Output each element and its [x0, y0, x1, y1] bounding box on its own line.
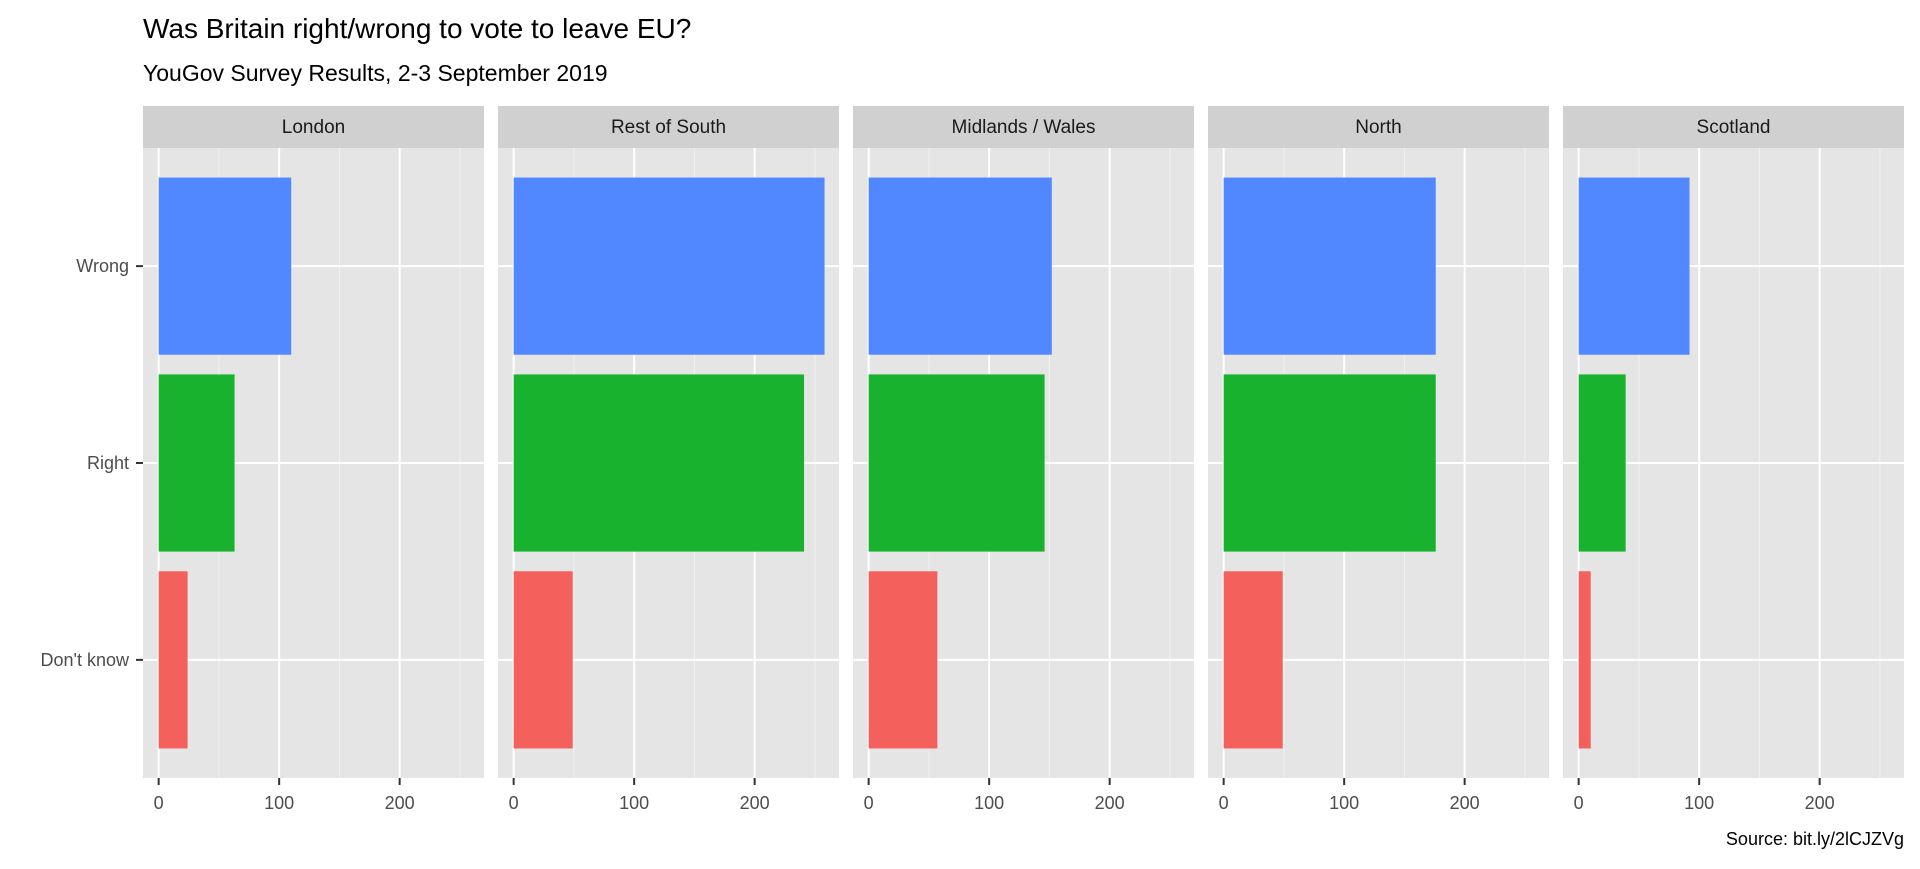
x-tick-label: 100 — [1329, 793, 1359, 813]
bar-don-t-know — [1223, 571, 1283, 749]
x-tick-label: 200 — [385, 793, 415, 813]
x-tick-label: 0 — [509, 793, 519, 813]
x-tick-label: 200 — [740, 793, 770, 813]
bar-right — [1578, 374, 1626, 552]
facet-strip — [853, 106, 1194, 148]
x-tick-label: 0 — [1574, 793, 1584, 813]
y-tick-label: Wrong — [76, 256, 129, 276]
bar-don-t-know — [513, 571, 573, 749]
bar-wrong — [1578, 177, 1690, 355]
facet-strip — [1208, 106, 1549, 148]
panel-london: London 0 100 200 — [143, 106, 484, 813]
panel-rest-of-south: Rest of South 0 100 200 — [498, 106, 839, 813]
bar-wrong — [158, 177, 292, 355]
bar-wrong — [868, 177, 1052, 355]
facet-strip — [1563, 106, 1904, 148]
panel-north: North 0 100 200 — [1208, 106, 1549, 813]
facet-strip-label: Scotland — [1697, 117, 1771, 138]
facet-strip-label: London — [282, 117, 345, 138]
facet-strip-label: Midlands / Wales — [952, 117, 1096, 138]
bar-wrong — [1223, 177, 1436, 355]
panel-scotland: Scotland 0 100 200 — [1563, 106, 1904, 813]
panel-midlands-wales: Midlands / Wales 0 100 200 — [853, 106, 1194, 813]
x-tick-label: 0 — [154, 793, 164, 813]
facet-strip-label: Rest of South — [611, 117, 726, 138]
chart-caption: Source: bit.ly/2lCJZVg — [1726, 829, 1904, 849]
chart-title: Was Britain right/wrong to vote to leave… — [143, 13, 691, 44]
bar-right — [513, 374, 805, 552]
facet-strip — [498, 106, 839, 148]
facet-strip — [143, 106, 484, 148]
x-tick-label: 100 — [1684, 793, 1714, 813]
x-tick-label: 100 — [264, 793, 294, 813]
bar-wrong — [513, 177, 825, 355]
chart-subtitle: YouGov Survey Results, 2-3 September 201… — [143, 60, 608, 86]
bar-right — [1223, 374, 1436, 552]
y-tick-label: Right — [87, 453, 129, 473]
x-tick-label: 0 — [864, 793, 874, 813]
y-tick-label: Don't know — [41, 650, 130, 670]
x-tick-label: 0 — [1219, 793, 1229, 813]
facet-strip-label: North — [1355, 117, 1401, 138]
x-tick-label: 200 — [1450, 793, 1480, 813]
bar-right — [158, 374, 235, 552]
bar-right — [868, 374, 1045, 552]
bar-don-t-know — [158, 571, 188, 749]
x-tick-label: 200 — [1805, 793, 1835, 813]
bar-don-t-know — [868, 571, 938, 749]
x-tick-label: 100 — [974, 793, 1004, 813]
bar-don-t-know — [1578, 571, 1591, 749]
x-tick-label: 100 — [619, 793, 649, 813]
x-tick-label: 200 — [1095, 793, 1125, 813]
